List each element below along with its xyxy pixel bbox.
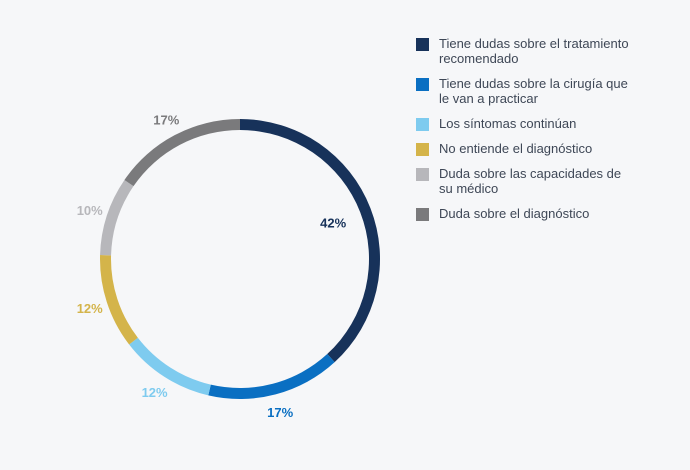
legend-label: Tiene dudas sobre el tratamiento recomen…: [439, 36, 629, 66]
donut-slice: [100, 179, 134, 256]
data-label: 10%: [77, 203, 103, 218]
donut-slice: [99, 255, 138, 345]
legend-item: Tiene dudas sobre el tratamiento recomen…: [416, 36, 676, 66]
legend-swatch: [416, 118, 429, 131]
legend-swatch: [416, 143, 429, 156]
data-label: 17%: [153, 112, 179, 127]
data-label: 42%: [320, 216, 346, 231]
legend-swatch: [416, 38, 429, 51]
legend-label: Los síntomas continúan: [439, 116, 577, 131]
data-labels: 42% 17% 12% 12% 10% 17%: [77, 112, 347, 420]
legend-item: Los síntomas continúan: [416, 116, 676, 131]
legend-item: No entiende el diagnóstico: [416, 141, 676, 156]
data-label: 12%: [77, 301, 103, 316]
legend-swatch: [416, 208, 429, 221]
legend-label: Tiene dudas sobre la cirugía que le van …: [439, 76, 628, 106]
legend-label: Duda sobre el diagnóstico: [439, 206, 590, 221]
donut-slice: [129, 337, 211, 396]
legend-swatch: [416, 78, 429, 91]
donut-slice: [240, 119, 381, 363]
donut-arcs: [99, 119, 381, 399]
legend-item: Duda sobre el diagnóstico: [416, 206, 676, 221]
donut-slice: [124, 119, 240, 187]
data-label: 12%: [142, 385, 168, 400]
legend: Tiene dudas sobre el tratamiento recomen…: [416, 36, 676, 231]
legend-label: No entiende el diagnóstico: [439, 141, 593, 156]
data-label: 17%: [267, 405, 293, 420]
legend-item: Duda sobre las capacidades de su médico: [416, 166, 676, 196]
donut-slice: [208, 354, 335, 399]
legend-item: Tiene dudas sobre la cirugía que le van …: [416, 76, 676, 106]
legend-swatch: [416, 168, 429, 181]
legend-label: Duda sobre las capacidades de su médico: [439, 166, 622, 196]
